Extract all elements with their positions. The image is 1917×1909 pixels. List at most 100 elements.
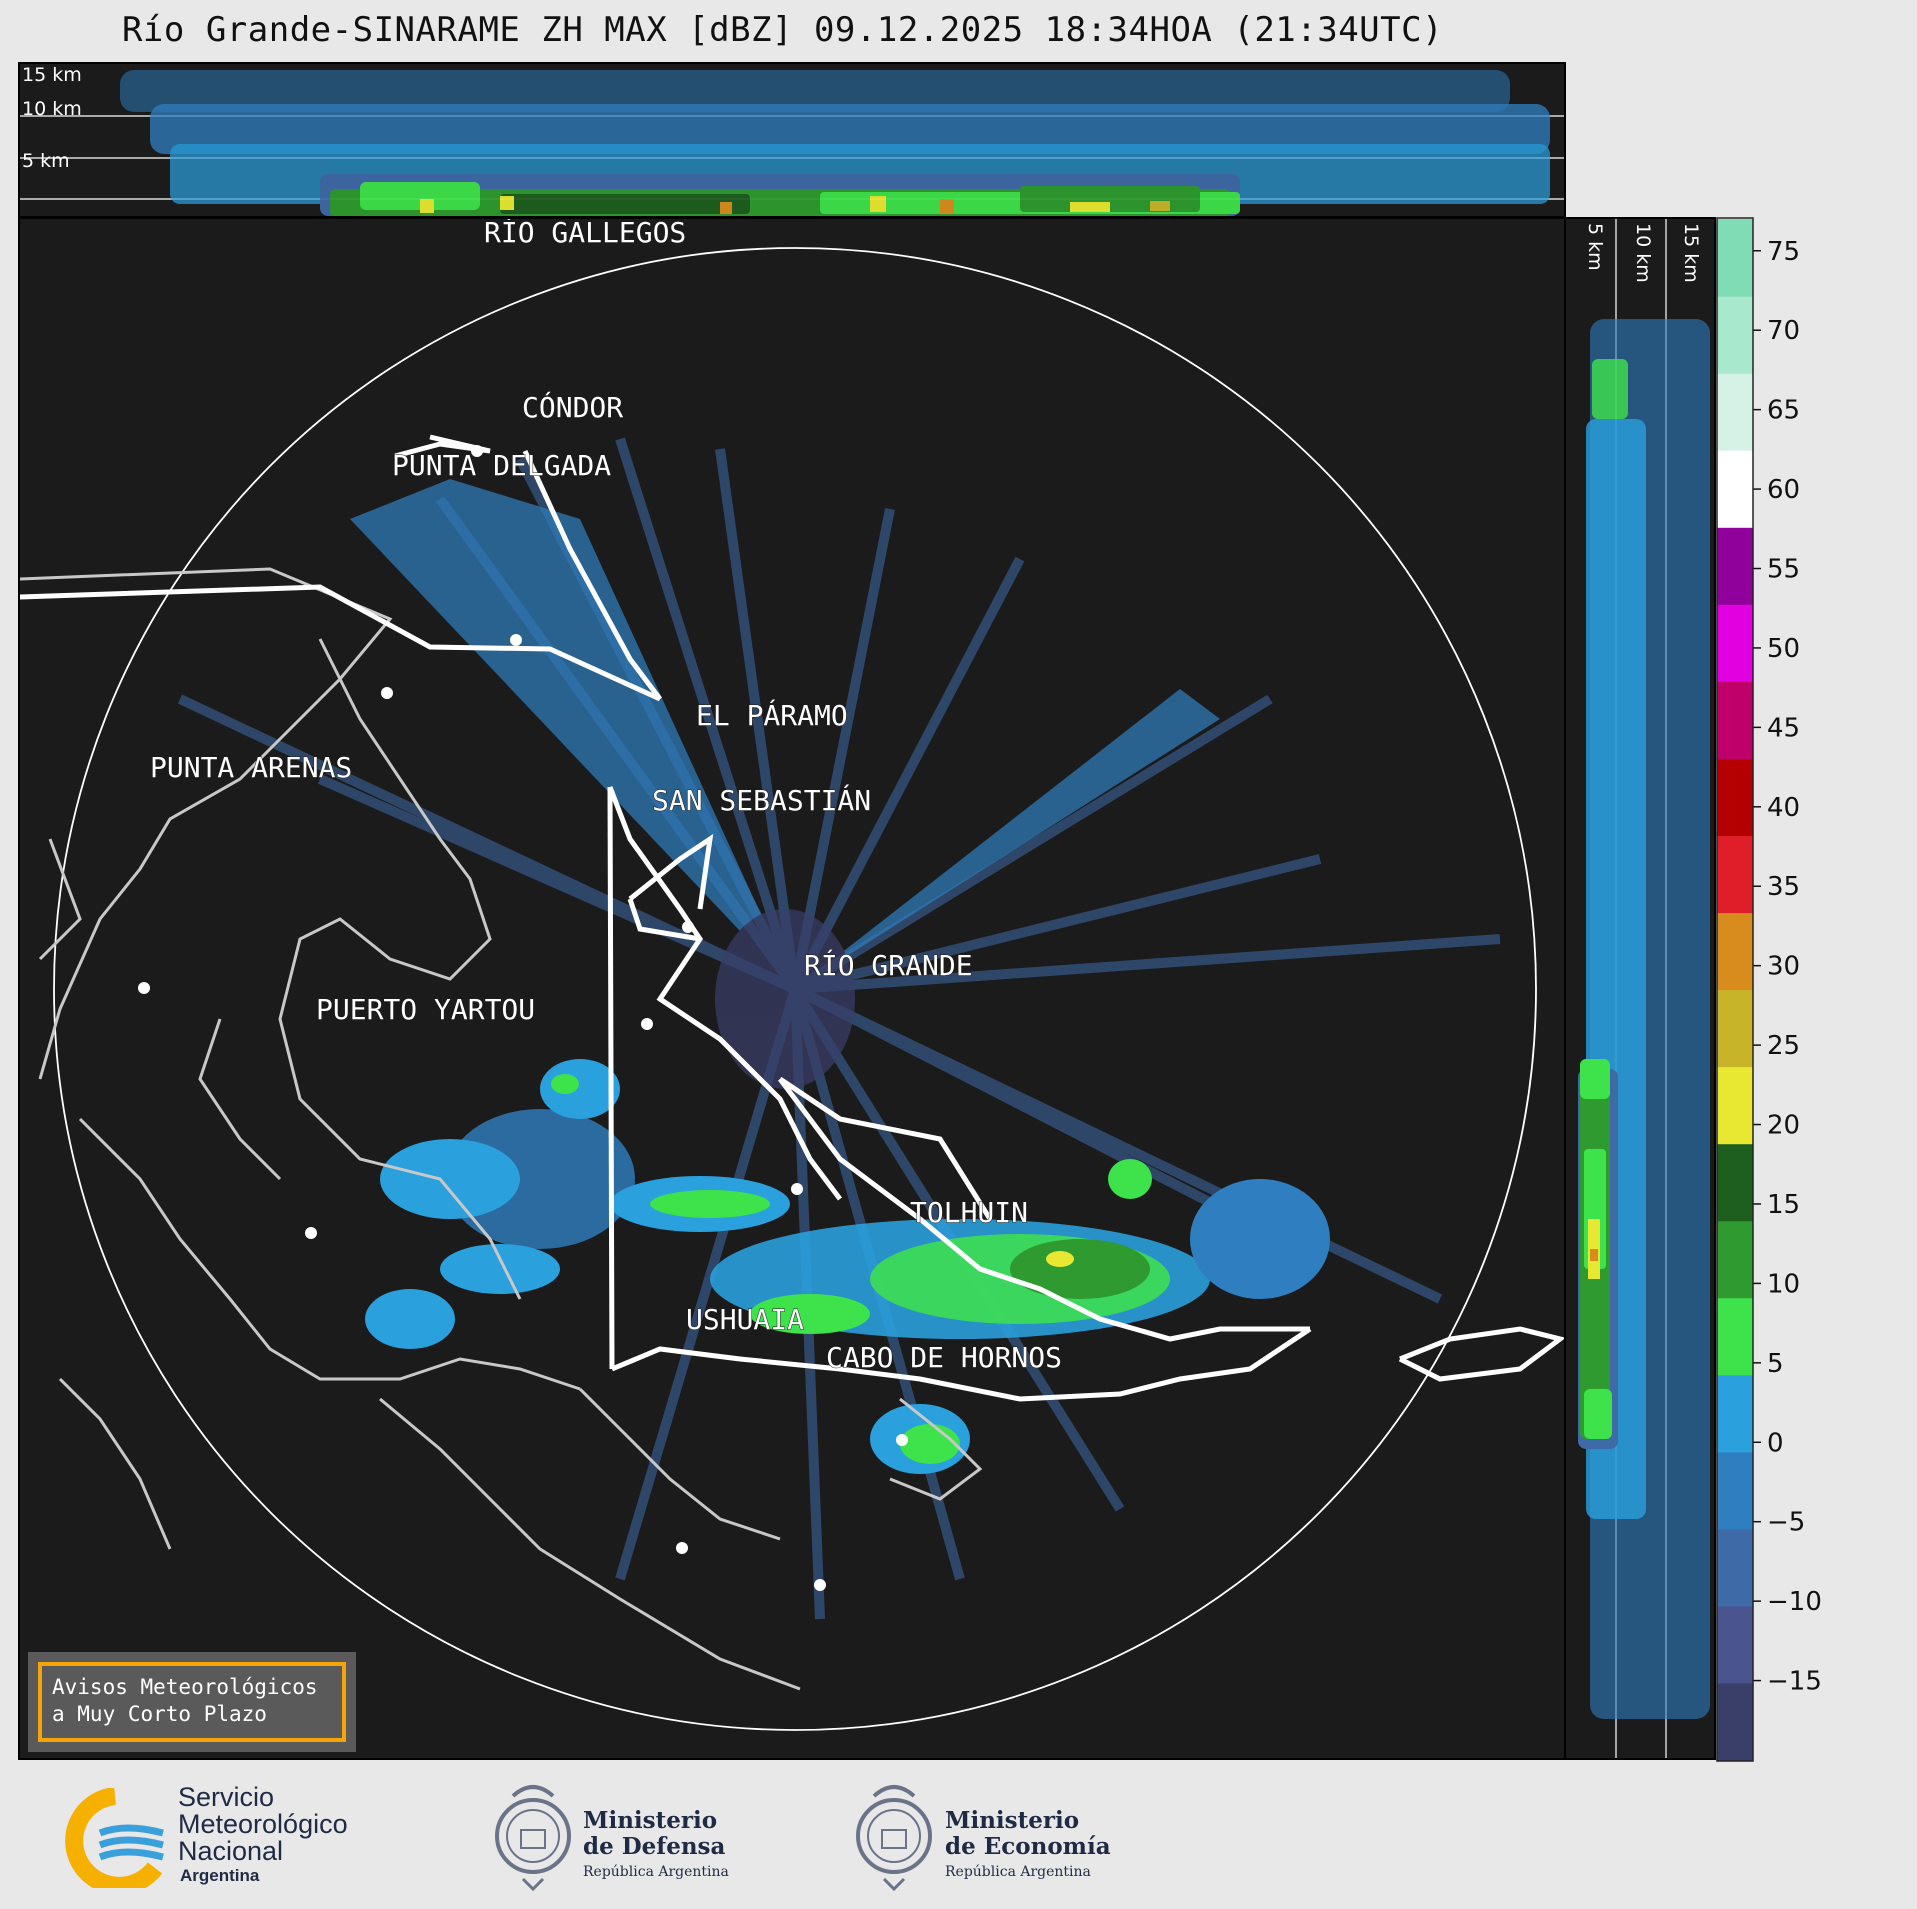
smn-line-3: Nacional [178,1836,284,1866]
colorbar-tick-label: 55 [1767,555,1800,585]
radar-map-panel: RÍO GALLEGOS CÓNDOR PUNTA DELGADA EL PÁR… [18,217,1566,1760]
colorbar-swatch [1717,219,1753,297]
city-label-rio-grande: RÍO GRANDE [804,948,973,982]
city-label-cabo-de-hornos: CABO DE HORNOS [826,1341,1062,1374]
colorbar-tick-label: 25 [1767,1031,1800,1061]
side-altitude-label-10km: 10 km [1632,223,1654,283]
side-altitude-label-5km: 5 km [1584,223,1606,271]
side-cross-section-echoes [1578,219,1710,1758]
colorbar-tick-label: 75 [1767,237,1800,267]
city-label-condor: CÓNDOR [522,390,623,424]
smn-line-1: Servicio [178,1782,275,1812]
altitude-label-5km: 5 km [22,150,70,172]
colorbar-tick-label: 15 [1767,1190,1800,1220]
city-marker-punta-arenas [138,982,150,994]
city-marker-el-paramo [682,921,694,933]
smn-name: Servicio Meteorológico Nacional [178,1784,348,1865]
colorbar-swatch [1717,912,1753,991]
side-altitude-label-15km: 15 km [1680,223,1702,283]
economia-name: Ministerio de Economía [945,1808,1111,1860]
smn-line-2: Meteorológico [178,1809,348,1839]
colorbar-swatch [1717,758,1753,836]
borders-and-routes [20,434,1564,1402]
city-marker-tolhuin [896,1434,908,1446]
colorbar-swatch [1717,373,1753,451]
colorbar-swatch [1717,1066,1753,1145]
colorbar-swatch [1717,989,1753,1068]
altitude-label-10km: 10 km [22,98,82,120]
city-markers [138,445,908,1591]
city-label-san-sebastian: SAN SEBASTIÁN [652,783,871,817]
footer-logos: Servicio Meteorológico Nacional Argentin… [0,1762,1917,1909]
colorbar-swatch [1717,1374,1753,1453]
economia-line-2: de Economía [945,1833,1111,1860]
city-label-ushuaia: USHUAIA [686,1303,804,1336]
colorbar-swatch [1717,1528,1753,1607]
city-marker-ushuaia [676,1542,688,1554]
colorbar-tick-label: 45 [1767,713,1800,743]
colorbar-tick-label: 40 [1767,793,1800,823]
colorbar-swatch [1717,1143,1753,1222]
city-label-punta-arenas: PUNTA ARENAS [150,751,352,784]
city-label-punta-delgada: PUNTA DELGADA [392,449,611,482]
colorbar-tick-label: 65 [1767,396,1800,426]
altitude-label-15km: 15 km [22,64,82,86]
city-marker-san-sebastian [641,1018,653,1030]
city-label-puerto-yartou: PUERTO YARTOU [316,993,535,1026]
colorbar-swatches [1717,219,1753,1761]
notice-frame: Avisos Meteorológicos a Muy Corto Plazo [38,1662,346,1742]
colorbar-swatch [1717,835,1753,914]
colorbar-tick-label: 60 [1767,475,1800,505]
colorbar-swatch [1717,296,1753,374]
colorbar-swatch [1717,1682,1753,1761]
city-marker-rio-grande [791,1183,803,1195]
defensa-country: República Argentina [583,1864,729,1880]
city-marker-puerto-yartou [305,1227,317,1239]
city-marker-cabo-de-hornos [814,1579,826,1591]
city-marker-punta-delgada [381,687,393,699]
precipitation-echoes [365,1059,1330,1474]
city-label-tolhuin: TOLHUIN [910,1196,1028,1229]
city-label-el-paramo: EL PÁRAMO [696,698,848,732]
smn-country: Argentina [180,1866,260,1885]
city-label-rio-gallegos: RÍO GALLEGOS [484,219,686,249]
economia-line-1: Ministerio [945,1807,1080,1834]
colorbar-tick-label: −10 [1767,1587,1822,1617]
colorbar-swatch [1717,681,1753,759]
defensa-line-2: de Defensa [583,1833,726,1860]
colorbar-tick-label: 0 [1767,1428,1784,1458]
colorbar-swatch [1717,1220,1753,1299]
colorbar-swatch [1717,1297,1753,1376]
colorbar-swatch [1717,1605,1753,1684]
notice-box: Avisos Meteorológicos a Muy Corto Plazo [28,1652,356,1752]
colorbar-tick-label: 50 [1767,634,1800,664]
colorbar-swatch [1717,527,1753,605]
colorbar-tick-label: 35 [1767,872,1800,902]
colorbar-tick-label: 10 [1767,1269,1800,1299]
colorbar-tick-label: −5 [1767,1508,1805,1538]
city-marker-rio-gallegos [471,445,483,457]
defensa-seal-icon [495,1785,571,1892]
economia-seal-icon [856,1785,932,1892]
notice-line-1: Avisos Meteorológicos [52,1675,318,1699]
colorbar-tick-label: 20 [1767,1111,1800,1141]
top-cross-section-echoes [20,70,1564,216]
colorbar-tick-label: 5 [1767,1349,1784,1379]
defensa-name: Ministerio de Defensa [583,1808,725,1860]
defensa-line-1: Ministerio [583,1807,718,1834]
map-title: Río Grande-SINARAME ZH MAX [dBZ] 09.12.2… [121,10,1444,50]
top-cross-section-panel: 15 km 10 km 5 km [18,62,1566,218]
colorbar-swatch [1717,1451,1753,1530]
colorbar-tick-label: 70 [1767,316,1800,346]
colorbar-swatch [1717,604,1753,682]
radar-range-ring [53,247,1537,1731]
radar-map: RÍO GALLEGOS CÓNDOR PUNTA DELGADA EL PÁR… [20,219,1564,1731]
colorbar-tick-label: 30 [1767,952,1800,982]
side-cross-section-panel: 5 km 10 km 15 km [1564,217,1716,1760]
colorbar-tick-label: −15 [1767,1667,1822,1697]
smn-logo-icon [65,1788,164,1888]
city-marker-condor [510,634,522,646]
colorbar-swatch [1717,450,1753,528]
